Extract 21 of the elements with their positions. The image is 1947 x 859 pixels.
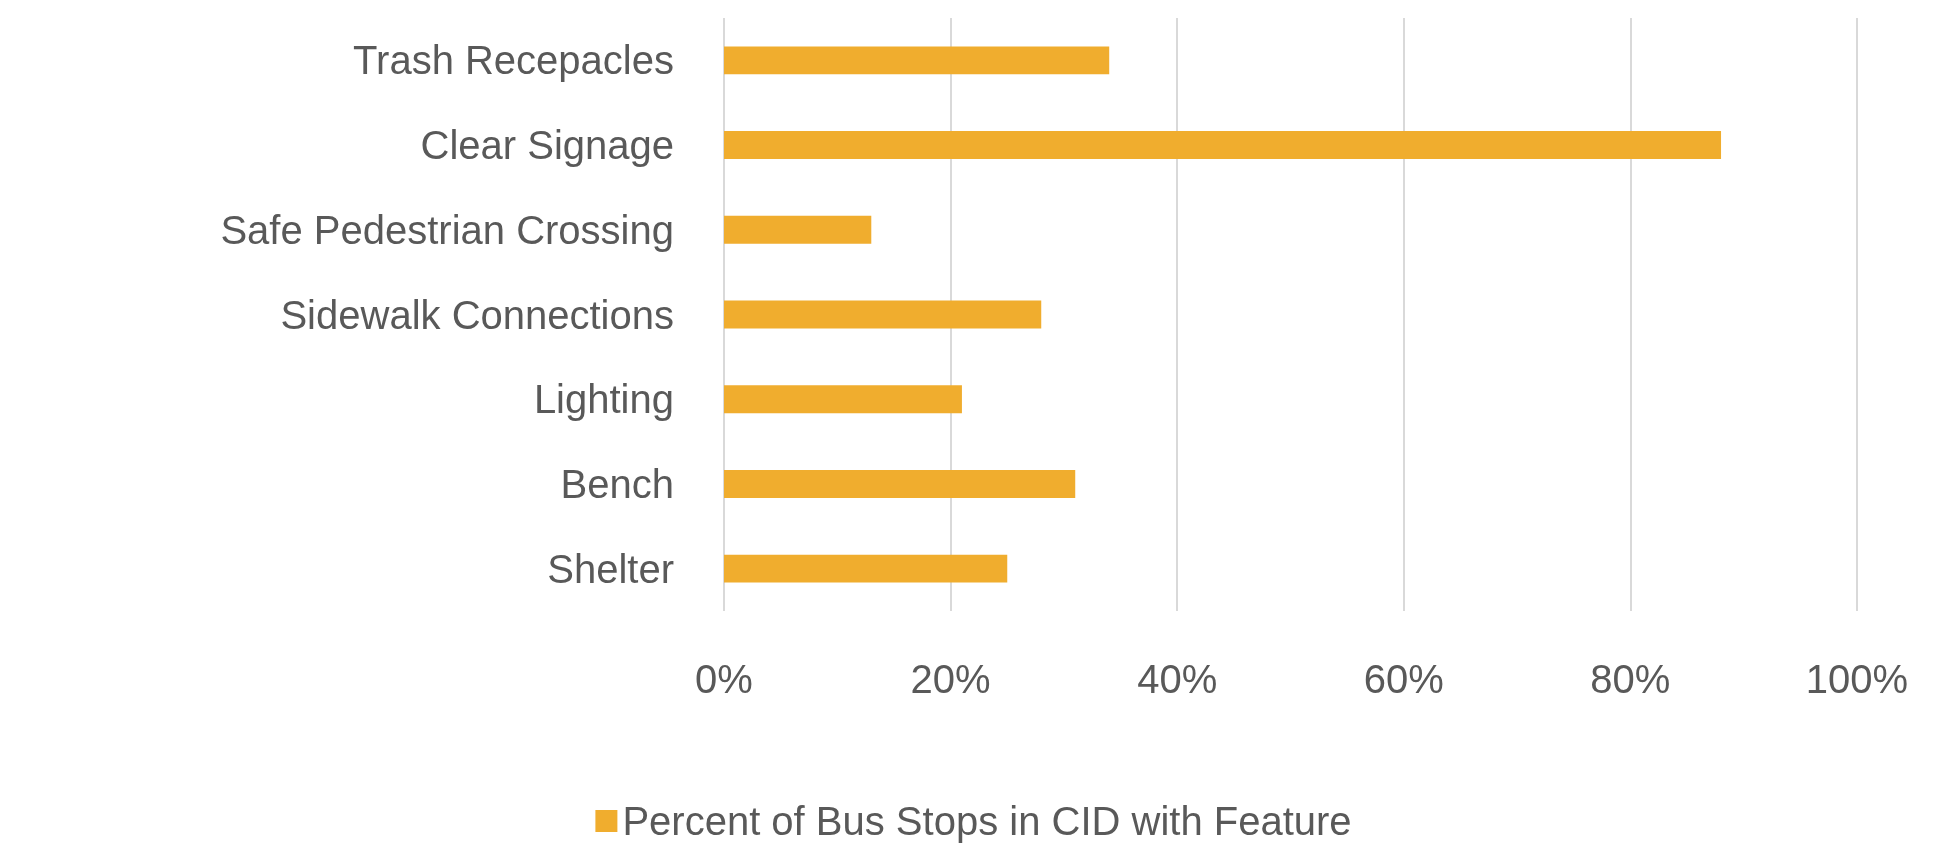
y-tick-label: Trash Recepacles <box>353 38 674 83</box>
y-tick-label: Sidewalk Connections <box>280 292 674 337</box>
x-tick-label: 100% <box>1805 657 1909 701</box>
bar <box>724 554 1008 583</box>
bar <box>724 300 1042 329</box>
x-tick-label: 0% <box>695 657 753 701</box>
bar <box>724 131 1722 160</box>
y-tick-label: Safe Pedestrian Crossing <box>220 207 674 252</box>
x-tick-label: 80% <box>1590 657 1671 701</box>
y-tick-label: Clear Signage <box>420 123 674 168</box>
y-tick-label: Lighting <box>533 377 674 422</box>
bar <box>724 46 1110 75</box>
x-tick-label: 40% <box>1137 657 1218 701</box>
y-tick-label: Bench <box>560 461 674 506</box>
x-tick-label: 20% <box>910 657 991 701</box>
bar <box>724 385 962 414</box>
x-tick-label: 60% <box>1363 657 1444 701</box>
legend-label: Percent of Bus Stops in CID with Feature <box>622 799 1352 843</box>
bar <box>724 215 872 244</box>
bar <box>724 469 1076 498</box>
y-tick-label: Shelter <box>547 546 674 591</box>
